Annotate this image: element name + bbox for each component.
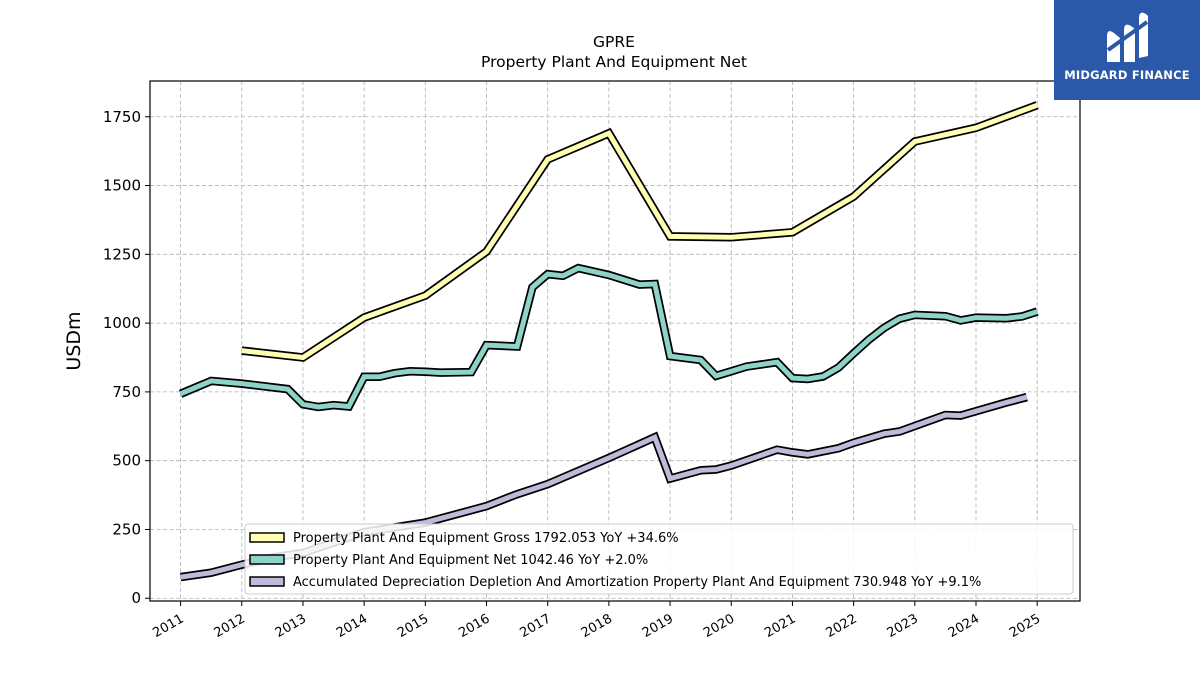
logo-mark-icon — [1106, 12, 1149, 63]
legend-entry-2: Property Plant And Equipment Net 1042.46… — [293, 553, 648, 568]
x-tick-label: 2017 — [518, 611, 554, 641]
x-tick-label: 2012 — [212, 611, 248, 641]
logo-text: MIDGARD FINANCE — [1064, 68, 1190, 82]
legend-swatch-3 — [249, 576, 285, 587]
chart-subtitle: Property Plant And Equipment Net — [481, 53, 747, 71]
x-tick-label: 2024 — [946, 611, 982, 641]
y-tick-label: 1000 — [103, 314, 141, 332]
x-tick-label: 2011 — [150, 611, 186, 641]
y-tick-label: 500 — [112, 452, 141, 470]
x-tick-label: 2022 — [823, 611, 859, 641]
x-tick-label: 2018 — [579, 611, 615, 641]
x-tick-label: 2020 — [701, 611, 737, 641]
legend-swatch-1 — [249, 532, 285, 543]
y-tick-label: 0 — [131, 589, 141, 607]
x-tick-label: 2021 — [762, 611, 798, 641]
plot-frame — [149, 80, 1081, 602]
y-tick-label: 1500 — [103, 177, 141, 195]
x-tick-label: 2015 — [395, 611, 431, 641]
x-tick-label: 2025 — [1007, 611, 1043, 641]
chart-title: GPRE — [593, 33, 635, 51]
series-line-1 — [241, 102, 1039, 361]
x-tick-label: 2013 — [273, 611, 309, 641]
brand-logo: MIDGARD FINANCE — [1054, 0, 1200, 100]
x-tick-label: 2016 — [456, 611, 492, 641]
y-tick-label: 250 — [112, 520, 141, 538]
grid-lines — [150, 81, 1080, 601]
legend-entry-1: Property Plant And Equipment Gross 1792.… — [293, 531, 679, 546]
y-tick-label: 750 — [112, 383, 141, 401]
legend: Property Plant And Equipment Gross 1792.… — [244, 523, 1074, 595]
legend-box — [244, 523, 1074, 595]
x-tick-label: 2019 — [640, 611, 676, 641]
series-line-2 — [179, 265, 1038, 410]
legend-swatch-2 — [249, 554, 285, 565]
x-tick-label: 2023 — [885, 611, 921, 641]
y-tick-label: 1750 — [103, 108, 141, 126]
legend-entry-3: Accumulated Depreciation Depletion And A… — [293, 575, 981, 590]
y-tick-label: 1250 — [103, 245, 141, 263]
y-axis-label: USDm — [63, 311, 85, 370]
x-tick-label: 2014 — [334, 611, 370, 641]
